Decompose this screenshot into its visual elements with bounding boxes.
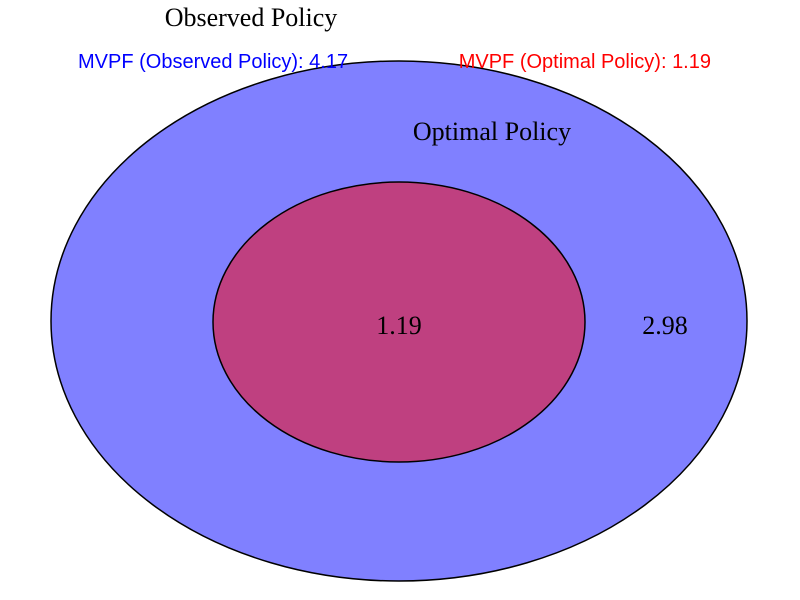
observed-policy-label: Observed Policy — [165, 3, 338, 32]
intersection-value: 1.19 — [376, 311, 422, 340]
legend-optimal-mvpf: MVPF (Optimal Policy): 1.19 — [459, 51, 711, 73]
optimal-policy-label: Optimal Policy — [413, 117, 571, 146]
legend-observed-mvpf: MVPF (Observed Policy): 4.17 — [78, 51, 348, 73]
observed-only-value: 2.98 — [642, 311, 688, 340]
optimal-policy-ellipse — [212, 181, 586, 463]
